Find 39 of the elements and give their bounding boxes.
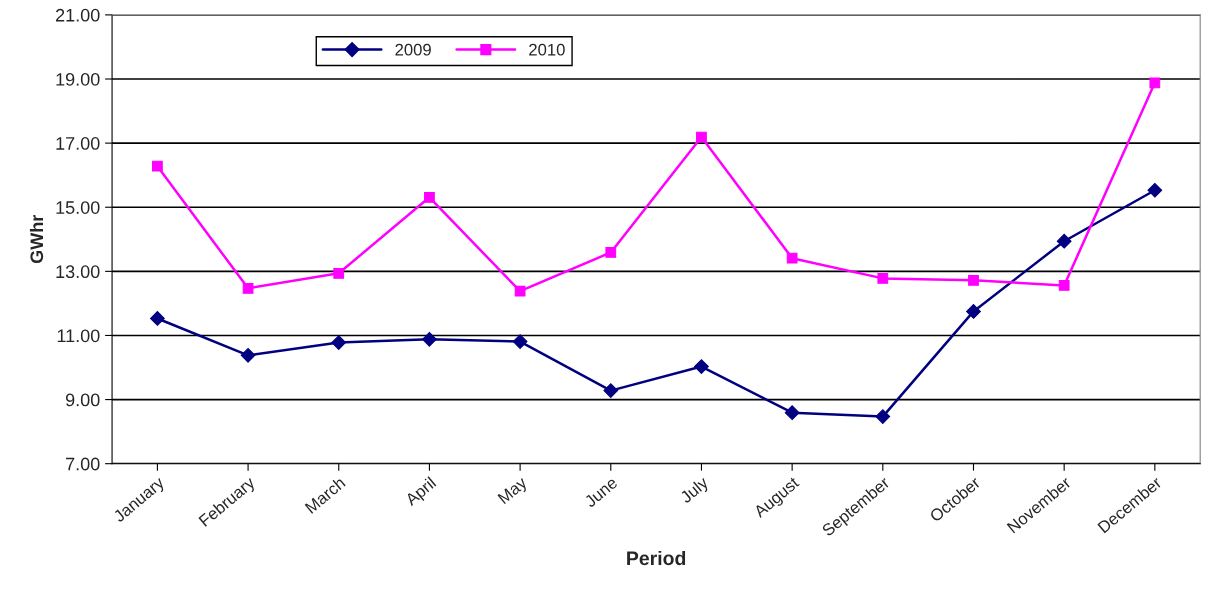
y-tick-label: 7.00 [66, 457, 100, 471]
point [968, 274, 979, 286]
point [150, 311, 165, 326]
y-tick-label: 19.00 [56, 72, 100, 86]
point [240, 347, 256, 363]
point [422, 331, 437, 347]
point [603, 383, 619, 398]
y-tick-label: 17.00 [56, 137, 100, 150]
point [1056, 233, 1072, 249]
x-tick-label: June [583, 476, 619, 508]
point [966, 304, 981, 319]
y-axis-title: GWhr [29, 215, 44, 264]
point [1149, 77, 1161, 89]
point [512, 334, 528, 349]
point [514, 285, 526, 297]
point [424, 191, 435, 203]
y-tick-label: 15.00 [56, 201, 100, 214]
legend-label: 2009 [395, 43, 431, 56]
y-tick-label: 11.00 [57, 329, 100, 343]
y-tick-label: 13.00 [56, 265, 100, 279]
point [786, 252, 798, 264]
y-tick-label: 9.00 [65, 393, 100, 407]
point [333, 267, 345, 279]
x-tick-label: July [678, 475, 712, 507]
point [875, 409, 891, 424]
legend-label: 2010 [529, 43, 565, 56]
point [1058, 280, 1070, 291]
point [696, 131, 707, 143]
point [877, 273, 889, 284]
y-tick-label: 21.00 [55, 8, 100, 22]
point [242, 282, 254, 294]
point [152, 160, 163, 172]
point [694, 359, 709, 374]
point [605, 247, 617, 258]
point [331, 335, 347, 350]
x-axis-title: Period [627, 550, 686, 566]
x-tick-label: May [497, 475, 531, 507]
point [784, 405, 800, 421]
point [1147, 182, 1163, 198]
